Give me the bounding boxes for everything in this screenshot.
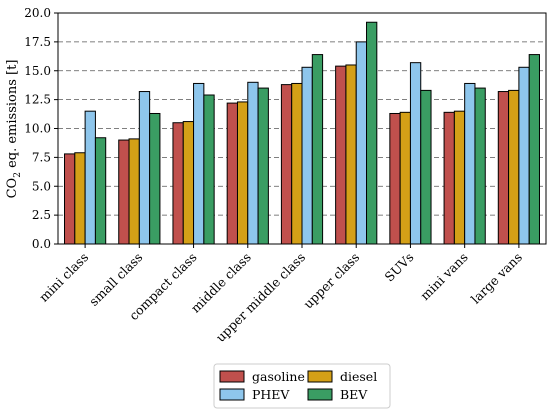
bar-bev-6 [420,89,432,245]
bar-diesel-5 [345,64,357,245]
bar-gasoline-7 [443,111,455,245]
bar-bev-8 [528,54,540,245]
x-tick-label: large vans [468,250,525,307]
bar-gasoline-4 [280,84,293,245]
bar-phev-8 [518,66,530,245]
bar-diesel-8 [508,89,520,245]
bars [64,21,540,245]
bar-gasoline-3 [226,102,238,245]
y-tick-label: 15.0 [24,64,51,78]
plot-frame [57,12,547,245]
bar-gasoline-8 [497,91,510,245]
bar-bev-1 [149,112,161,245]
bar-bev-4 [311,54,324,245]
bar-phev-3 [247,81,259,245]
bar-diesel-1 [128,138,140,245]
bar-phev-4 [301,66,313,245]
y-axis-label-suffix: eq. emissions [t] [5,60,20,172]
legend-swatch-phev [219,388,245,401]
y-axis-label-prefix: CO [5,178,20,199]
legend-label-diesel: diesel [340,369,377,384]
bar-diesel-6 [399,111,411,245]
y-tick-label: 7.5 [32,150,51,164]
bar-phev-6 [409,62,422,245]
bar-diesel-0 [74,152,86,245]
x-tick-label: mini vans [417,250,471,304]
y-axis-label: CO2 eq. emissions [t] [5,60,23,199]
bar-gasoline-0 [64,153,76,245]
legend-box [213,363,391,409]
y-tick-label: 17.5 [24,35,51,49]
y-tick-label: 0.0 [32,237,51,251]
bar-phev-0 [84,110,96,245]
bar-phev-1 [138,91,151,245]
y-tick-label: 20.0 [24,6,51,20]
bar-phev-5 [355,41,368,245]
x-tick-label: upper class [300,250,362,312]
y-tick-label: 5.0 [32,179,51,193]
y-axis-label-sub: 2 [13,172,23,178]
legend-label-phev: PHEV [252,387,290,402]
legend-swatch-diesel [307,370,333,383]
bar-bev-3 [257,87,269,245]
legend-label-bev: BEV [340,387,368,402]
bar-bev-2 [203,94,215,245]
bar-bev-5 [366,21,378,245]
legend-label-gasoline: gasoline [252,369,305,384]
legend: gasoline diesel PHEV BEV [213,363,391,409]
legend-swatch-gasoline [219,370,245,383]
y-tick-label: 10.0 [24,122,51,136]
bar-gasoline-6 [389,112,401,245]
x-tick-label: mini class [36,250,91,305]
bar-phev-2 [193,82,205,245]
y-tick-label: 2.5 [32,208,51,222]
bar-bev-7 [474,87,486,245]
x-tick-label: SUVs [382,250,417,285]
y-tick-label: 12.5 [24,93,51,107]
bar-bev-0 [94,137,107,245]
bar-gasoline-2 [172,122,184,245]
bar-diesel-7 [453,110,466,245]
bar-gasoline-5 [335,65,347,245]
x-tick-label: upper middle class [213,250,308,345]
x-tick-label: small class [86,250,145,309]
legend-swatch-bev [307,388,333,401]
bar-diesel-3 [236,101,249,245]
bar-diesel-2 [182,121,195,245]
bar-phev-7 [464,82,476,245]
bar-diesel-4 [291,82,303,245]
bar-gasoline-1 [118,139,130,245]
